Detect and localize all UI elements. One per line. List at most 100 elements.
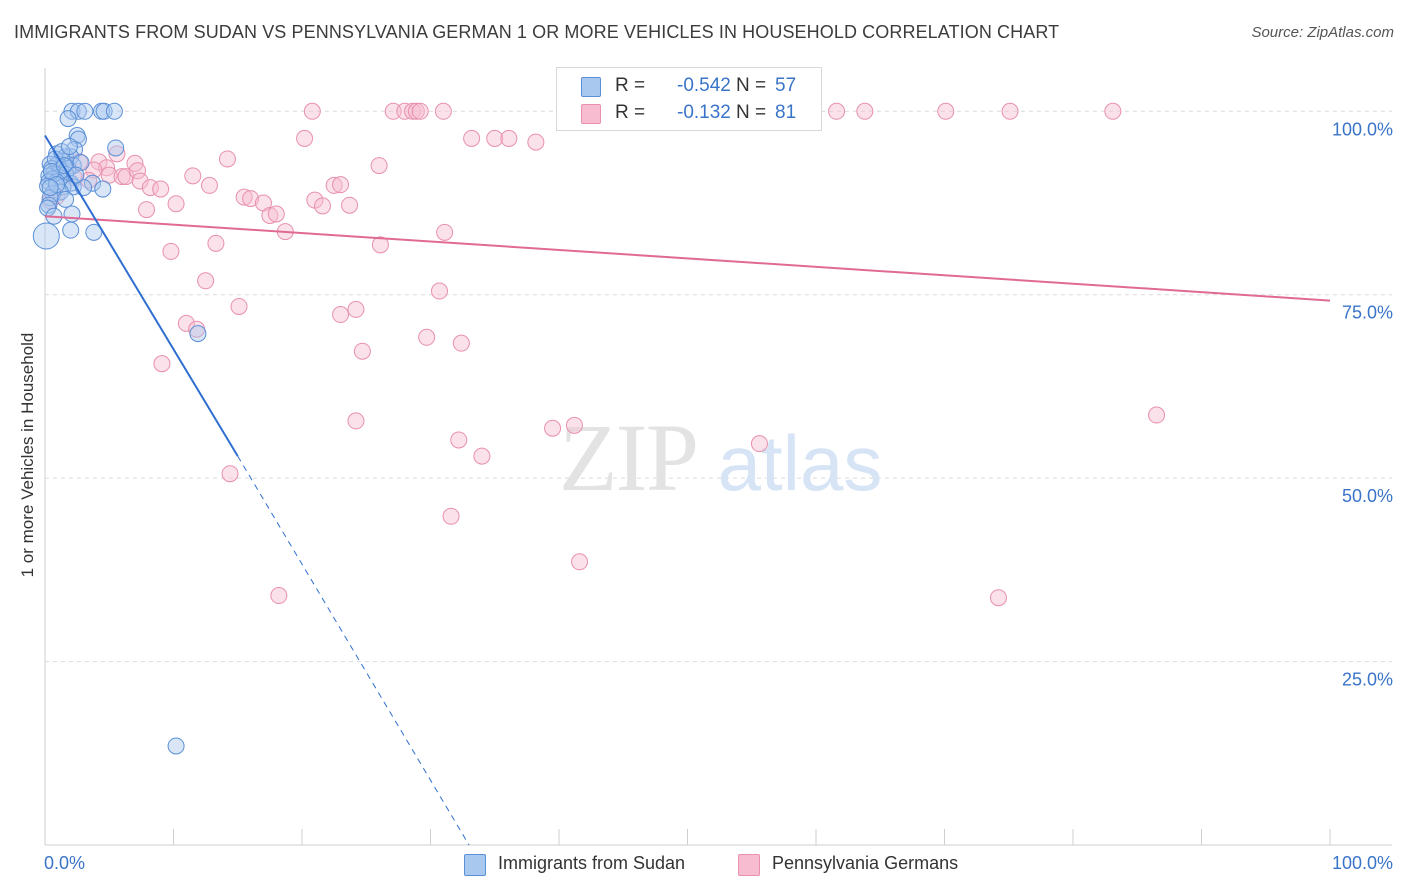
legend-swatch-pink: [581, 104, 601, 124]
data-point: [138, 201, 156, 219]
data-point: [32, 222, 60, 250]
data-point: [41, 179, 59, 197]
data-point: [69, 130, 87, 148]
data-point: [527, 133, 545, 151]
data-point: [40, 196, 58, 214]
series-pennsylvania-germans: [41, 102, 1166, 607]
series-legend: Immigrants from Sudan Pennsylvania Germa…: [0, 852, 1406, 878]
data-point: [207, 234, 225, 252]
data-point: [242, 190, 260, 208]
data-point: [100, 166, 118, 184]
data-point: [332, 176, 350, 194]
tick-labels: 25.0% 50.0% 75.0% 100.0% 0.0% 100.0%: [44, 119, 1393, 873]
data-point: [347, 300, 365, 318]
legend-r-value: -0.542: [677, 75, 731, 96]
trend-line-pennsylvania-germans: [44, 215, 1331, 302]
data-point: [856, 102, 874, 120]
data-point: [314, 197, 332, 215]
data-point: [565, 416, 583, 434]
data-point: [67, 166, 85, 184]
data-point: [267, 205, 285, 223]
data-point: [94, 180, 112, 198]
legend-swatch-pink: [738, 854, 760, 876]
data-point: [76, 102, 94, 120]
data-point: [303, 102, 321, 120]
data-point: [54, 178, 72, 196]
data-point: [85, 223, 103, 241]
data-point: [57, 190, 75, 208]
data-point: [571, 553, 589, 571]
data-point: [108, 145, 126, 163]
data-point: [197, 272, 215, 290]
data-point: [347, 412, 365, 430]
data-point: [411, 102, 429, 120]
data-point: [1001, 102, 1019, 120]
data-point: [1104, 102, 1122, 120]
data-point: [59, 110, 77, 128]
data-point: [261, 206, 279, 224]
legend-r-value: -0.132: [677, 102, 731, 123]
data-point: [235, 188, 253, 206]
data-point: [418, 328, 436, 346]
data-point: [184, 167, 202, 185]
data-point: [452, 334, 470, 352]
trend-line-immigrants-from-sudan: [44, 134, 239, 457]
data-point: [430, 282, 448, 300]
data-point: [177, 314, 195, 332]
data-point: [167, 737, 185, 755]
data-point: [436, 223, 454, 241]
data-point: [62, 221, 80, 239]
data-point: [95, 102, 113, 120]
chart-title: IMMIGRANTS FROM SUDAN VS PENNSYLVANIA GE…: [14, 22, 1060, 42]
y-tick-label: 25.0%: [1342, 670, 1393, 690]
legend-n-label: N =: [736, 75, 767, 96]
data-point: [296, 129, 314, 147]
legend-n-value: 81: [775, 102, 797, 123]
watermark-zip: ZIP: [559, 404, 697, 511]
data-point: [105, 102, 123, 120]
data-point: [353, 342, 371, 360]
series-immigrants-from-sudan: [32, 102, 207, 755]
data-point: [828, 102, 846, 120]
data-point: [442, 507, 460, 525]
data-point: [384, 102, 402, 120]
legend-label: Pennsylvania Germans: [772, 853, 959, 873]
data-point: [937, 102, 955, 120]
legend-swatch-blue: [581, 77, 601, 97]
data-point: [332, 306, 350, 324]
legend-swatch-blue: [464, 854, 486, 876]
data-point: [60, 138, 78, 156]
watermark-atlas: atlas: [718, 419, 883, 507]
trend-line-extension: [237, 455, 470, 846]
data-point: [500, 129, 518, 147]
data-point: [473, 447, 491, 465]
data-point: [200, 176, 218, 194]
legend-r-label: R =: [615, 102, 646, 123]
data-point: [221, 465, 239, 483]
data-point: [341, 196, 359, 214]
data-point: [370, 157, 388, 175]
data-point: [371, 236, 389, 254]
data-point: [167, 195, 185, 213]
data-point: [989, 589, 1007, 607]
gridlines: [45, 110, 1392, 663]
data-point: [750, 435, 768, 453]
data-point: [152, 180, 170, 198]
data-point: [84, 174, 102, 192]
legend-r-label: R =: [615, 75, 646, 96]
trend-lines: [44, 134, 1331, 846]
legend-n-value: 57: [775, 75, 797, 96]
data-point: [218, 150, 236, 168]
data-point: [450, 431, 468, 449]
data-point: [131, 172, 149, 190]
data-point: [486, 129, 504, 147]
correlation-legend: R = -0.542 N = 57 R = -0.132 N = 81: [556, 67, 822, 131]
axes: [44, 68, 1392, 846]
data-point: [85, 161, 103, 179]
data-point: [113, 168, 131, 186]
y-tick-label: 100.0%: [1332, 119, 1393, 139]
y-tick-label: 75.0%: [1342, 303, 1393, 323]
x-tick-label: 0.0%: [44, 853, 85, 873]
legend-n-label: N =: [736, 102, 767, 123]
